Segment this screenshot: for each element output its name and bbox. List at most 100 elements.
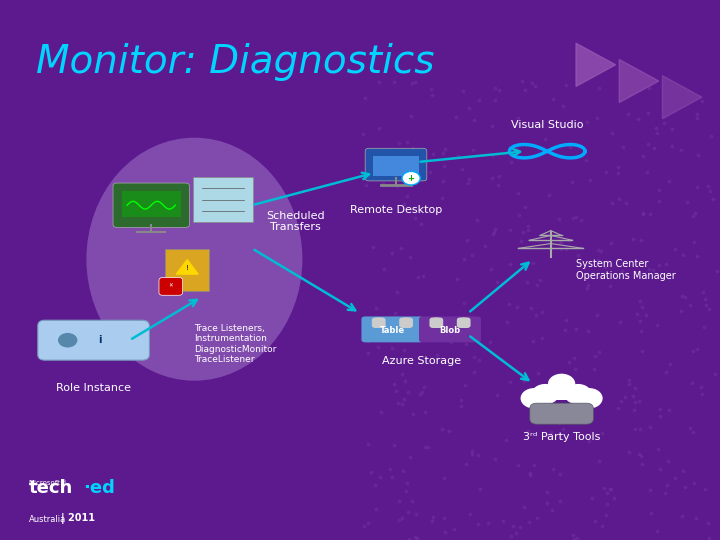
Point: [654, 464, 665, 473]
Point: [386, 248, 397, 257]
Point: [521, 278, 532, 287]
Point: [504, 226, 516, 235]
Point: [390, 386, 402, 395]
Point: [547, 95, 559, 104]
Point: [482, 519, 493, 528]
Point: [545, 428, 557, 437]
Point: [702, 519, 714, 528]
Point: [413, 145, 425, 153]
Point: [589, 517, 600, 525]
Point: [469, 367, 480, 376]
Point: [539, 134, 551, 143]
Point: [530, 311, 541, 320]
Point: [511, 118, 523, 127]
Point: [463, 174, 474, 183]
Point: [438, 162, 449, 171]
FancyBboxPatch shape: [166, 249, 209, 291]
Point: [522, 222, 534, 231]
Point: [554, 497, 566, 505]
Point: [414, 206, 426, 215]
Point: [516, 77, 528, 86]
Point: [457, 87, 469, 96]
Point: [406, 497, 418, 505]
Point: [662, 481, 673, 490]
Point: [436, 194, 447, 202]
Point: [418, 382, 429, 391]
Point: [636, 208, 648, 217]
FancyBboxPatch shape: [361, 316, 423, 342]
Point: [543, 191, 554, 199]
Point: [540, 148, 552, 157]
Point: [398, 346, 410, 354]
Point: [691, 345, 703, 353]
Point: [554, 119, 565, 128]
Point: [596, 429, 608, 437]
Circle shape: [548, 374, 575, 394]
Point: [634, 297, 646, 306]
Point: [479, 241, 490, 250]
Point: [634, 316, 646, 325]
Point: [402, 508, 413, 517]
Point: [393, 515, 405, 524]
Point: [581, 284, 593, 292]
Point: [531, 514, 543, 522]
Point: [542, 431, 554, 440]
Point: [512, 145, 523, 154]
Point: [711, 266, 720, 275]
Point: [426, 516, 438, 525]
Point: [518, 227, 529, 236]
Point: [560, 245, 572, 253]
Point: [606, 129, 618, 138]
FancyBboxPatch shape: [159, 278, 183, 295]
Point: [423, 443, 434, 451]
Point: [492, 181, 504, 190]
Point: [466, 251, 477, 260]
Point: [567, 531, 578, 539]
FancyBboxPatch shape: [399, 318, 413, 328]
Point: [663, 406, 675, 414]
Point: [612, 403, 624, 412]
Point: [410, 77, 421, 86]
Point: [559, 325, 570, 334]
Point: [527, 337, 539, 346]
Point: [558, 102, 570, 110]
Text: !: !: [186, 265, 189, 271]
Point: [653, 186, 665, 194]
Point: [535, 276, 546, 285]
Point: [546, 505, 557, 514]
Point: [524, 469, 536, 478]
Point: [425, 85, 436, 93]
Point: [580, 156, 592, 165]
Point: [591, 114, 603, 123]
Point: [489, 96, 500, 104]
Point: [568, 354, 580, 362]
Point: [526, 79, 538, 88]
Point: [496, 355, 508, 364]
Point: [647, 266, 659, 274]
Point: [368, 243, 379, 252]
Point: [438, 474, 450, 483]
Point: [642, 109, 654, 117]
Point: [389, 309, 400, 318]
Point: [663, 177, 675, 186]
Point: [541, 488, 552, 496]
Point: [415, 220, 427, 228]
Point: [586, 494, 598, 503]
Point: [365, 468, 377, 476]
Point: [644, 485, 655, 494]
Point: [679, 293, 690, 301]
Point: [613, 195, 625, 204]
Point: [601, 500, 613, 509]
Point: [531, 280, 542, 289]
Point: [654, 411, 665, 420]
Point: [406, 79, 418, 87]
Point: [629, 397, 641, 406]
Point: [706, 132, 717, 141]
Point: [467, 447, 478, 456]
Point: [620, 199, 631, 207]
Point: [407, 409, 418, 418]
Text: tech: tech: [29, 479, 73, 497]
Point: [450, 334, 462, 343]
Point: [473, 96, 485, 104]
Point: [635, 236, 647, 245]
